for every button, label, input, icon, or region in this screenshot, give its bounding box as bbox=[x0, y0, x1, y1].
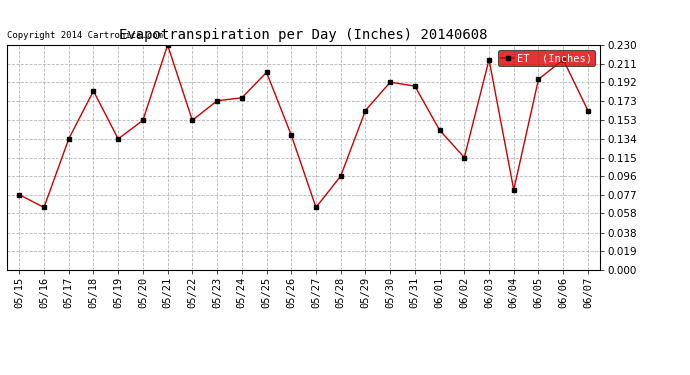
Text: Copyright 2014 Cartronics.com: Copyright 2014 Cartronics.com bbox=[7, 32, 163, 40]
Title: Evapotranspiration per Day (Inches) 20140608: Evapotranspiration per Day (Inches) 2014… bbox=[119, 28, 488, 42]
Legend: ET  (Inches): ET (Inches) bbox=[498, 50, 595, 66]
